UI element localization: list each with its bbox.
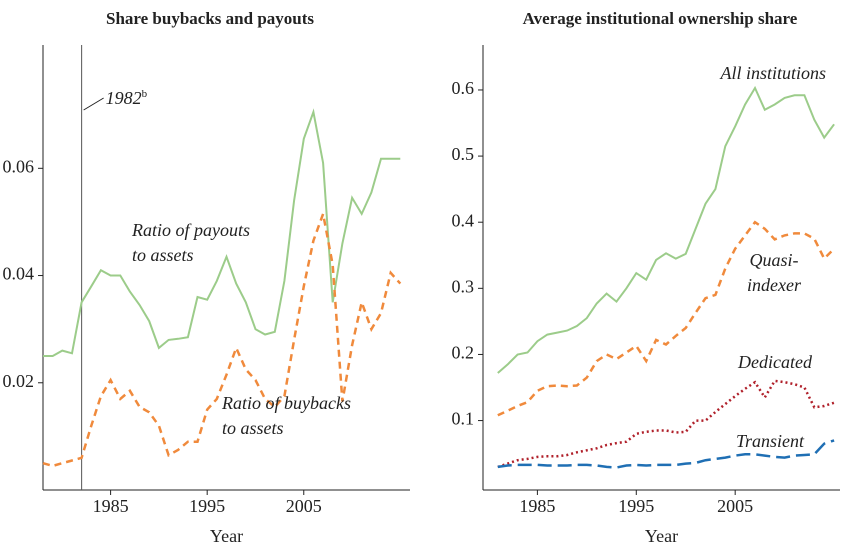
series-line <box>497 220 835 417</box>
x-axis-label: Year <box>210 526 243 546</box>
x-tick-label: 1985 <box>519 496 555 516</box>
series-line <box>497 439 835 469</box>
series-line <box>497 379 835 469</box>
marker-note: b <box>142 88 148 100</box>
y-tick-label: 0.04 <box>3 264 35 284</box>
y-tick-label: 0.2 <box>452 343 475 363</box>
y-tick-label: 0.4 <box>452 210 475 230</box>
annotation: to assets <box>222 418 284 438</box>
annotation: All institutions <box>719 63 826 83</box>
y-tick-label: 0.5 <box>452 144 475 164</box>
marker-label: 1982b <box>106 88 148 109</box>
series-line <box>43 108 401 357</box>
series-line <box>497 85 835 374</box>
annotation: Quasi- <box>750 250 799 270</box>
y-tick-label: 0.02 <box>3 371 35 391</box>
series-line <box>42 209 402 468</box>
y-tick-label: 0.3 <box>452 276 475 296</box>
x-tick-label: 1995 <box>189 496 225 516</box>
y-tick-label: 0.06 <box>3 156 35 176</box>
marker-pointer <box>83 97 104 111</box>
x-tick-label: 2005 <box>286 496 322 516</box>
chart-title: Average institutional ownership share <box>523 9 798 28</box>
annotation: to assets <box>132 245 194 265</box>
x-axis-label: Year <box>645 526 678 546</box>
annotation: Transient <box>736 431 805 451</box>
marker-year: 1982 <box>106 88 142 108</box>
chart-title: Share buybacks and payouts <box>106 9 314 28</box>
annotation: Dedicated <box>737 352 813 372</box>
annotation: indexer <box>747 275 802 295</box>
y-tick-label: 0.1 <box>452 409 475 429</box>
x-tick-label: 1985 <box>93 496 129 516</box>
annotation: Ratio of payouts <box>131 220 250 240</box>
x-tick-label: 1995 <box>618 496 654 516</box>
x-tick-label: 2005 <box>717 496 753 516</box>
y-tick-label: 0.6 <box>452 78 475 98</box>
annotation: Ratio of buybacks <box>221 393 351 413</box>
